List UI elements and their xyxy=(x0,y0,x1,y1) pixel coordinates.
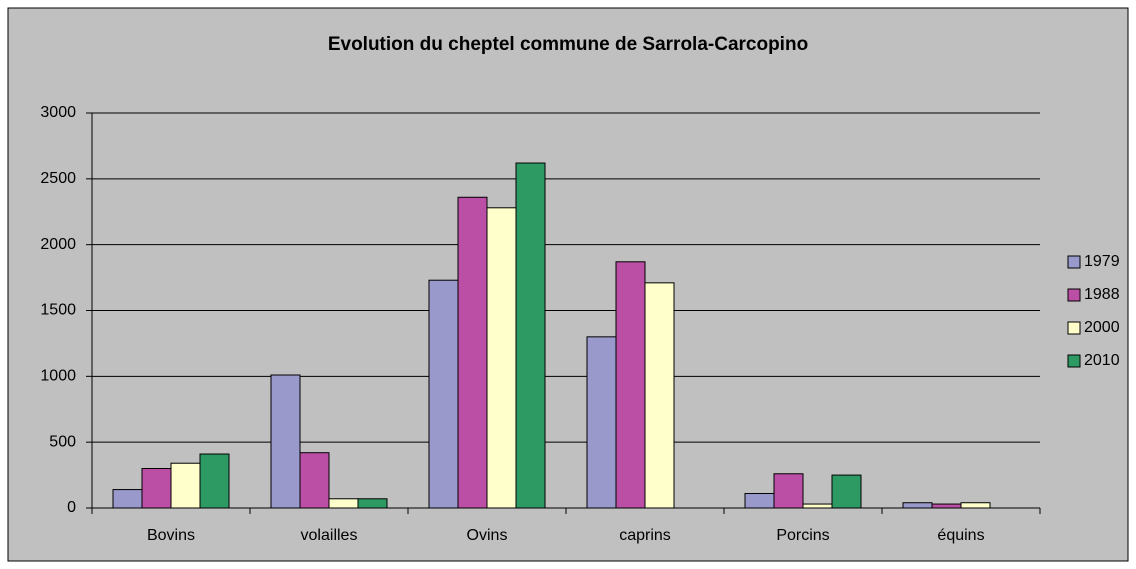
bar xyxy=(199,453,230,509)
y-tick-label: 3000 xyxy=(40,104,76,121)
x-tick-label: équins xyxy=(937,527,984,544)
bar xyxy=(428,279,459,509)
bar xyxy=(270,374,301,509)
legend-swatch xyxy=(1067,321,1081,335)
x-tick-label: Bovins xyxy=(147,527,195,544)
legend-swatch xyxy=(1067,288,1081,302)
legend-swatch xyxy=(1067,255,1081,269)
legend-swatch xyxy=(1067,354,1081,368)
chart-title: Evolution du cheptel commune de Sarrola-… xyxy=(328,34,808,55)
legend-label: 1979 xyxy=(1084,253,1120,270)
bar xyxy=(170,462,201,509)
legend-label: 2000 xyxy=(1084,319,1120,336)
bar xyxy=(960,502,991,509)
x-tick-label: volailles xyxy=(301,527,358,544)
y-tick-label: 1000 xyxy=(40,368,76,385)
bar xyxy=(802,503,833,509)
y-tick-label: 0 xyxy=(67,499,76,516)
bar xyxy=(773,473,804,509)
bar xyxy=(902,502,933,509)
bar xyxy=(141,468,172,509)
y-tick-label: 1500 xyxy=(40,302,76,319)
bar xyxy=(615,261,646,509)
bar xyxy=(112,489,143,509)
bar xyxy=(831,474,862,509)
bar xyxy=(486,207,517,509)
bar xyxy=(328,498,359,509)
x-tick-label: Porcins xyxy=(776,527,829,544)
bar xyxy=(644,282,675,509)
x-tick-label: caprins xyxy=(619,527,671,544)
bar xyxy=(457,196,488,509)
y-tick-label: 2500 xyxy=(40,170,76,187)
bar xyxy=(357,498,388,509)
bar xyxy=(586,336,617,509)
bar xyxy=(744,493,775,509)
bar xyxy=(931,503,962,509)
legend-label: 1988 xyxy=(1084,286,1120,303)
legend-label: 2010 xyxy=(1084,352,1120,369)
y-tick-label: 500 xyxy=(49,433,76,450)
x-tick-label: Ovins xyxy=(467,527,508,544)
bar xyxy=(515,162,546,509)
y-tick-label: 2000 xyxy=(40,236,76,253)
bar xyxy=(299,452,330,509)
